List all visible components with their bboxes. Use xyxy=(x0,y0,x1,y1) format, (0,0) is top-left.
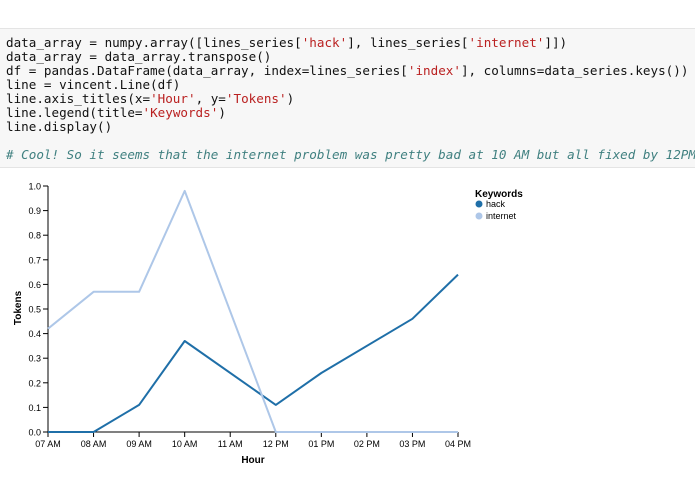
y-axis: 0.0 0.1 0.2 0.3 0.4 0.5 0.6 0.7 0.8 0.9 1.0 xyxy=(28,182,49,438)
y-tick-label: 0.6 xyxy=(28,280,41,290)
x-tick-label: 01 PM xyxy=(308,439,334,449)
x-tick-label: 03 PM xyxy=(399,439,425,449)
y-tick-label: 0.0 xyxy=(28,428,41,438)
y-tick-label: 0.5 xyxy=(28,305,41,315)
y-tick-label: 1.0 xyxy=(28,182,41,192)
legend-swatch xyxy=(475,212,483,220)
x-tick-label: 04 PM xyxy=(445,439,471,449)
x-axis: 07 AM 08 AM 09 AM 10 AM 11 AM 12 PM 01 PM 02 PM… xyxy=(35,431,471,449)
x-tick-label: 08 AM xyxy=(81,439,107,449)
y-tick-label: 0.7 xyxy=(28,255,41,265)
y-tick-label: 0.8 xyxy=(28,231,41,241)
legend: Keywords hack internet xyxy=(475,189,523,221)
x-tick-label: 11 AM xyxy=(218,439,243,449)
x-tick-label: 02 PM xyxy=(354,439,380,449)
code-line: data_array = numpy.array([lines_series['… xyxy=(6,35,568,50)
y-tick-label: 0.3 xyxy=(28,354,41,364)
y-axis-title: Tokens xyxy=(13,290,24,325)
legend-title: Keywords xyxy=(475,189,523,200)
y-tick-label: 0.9 xyxy=(28,206,41,216)
code-line: line.axis_titles(x='Hour', y='Tokens') xyxy=(6,91,295,106)
series-line-internet xyxy=(47,189,458,433)
legend-swatch xyxy=(475,200,483,208)
code-editor[interactable]: data_array = numpy.array([lines_series['… xyxy=(6,36,695,162)
series-line-hack xyxy=(48,273,459,433)
legend-label: hack xyxy=(486,199,506,209)
code-line: data_array = data_array.transpose() xyxy=(6,49,272,64)
series-layer xyxy=(47,189,459,433)
code-line: df = pandas.DataFrame(data_array, index=… xyxy=(6,63,689,78)
y-tick-label: 0.1 xyxy=(28,403,41,413)
line-chart: 0.00.10.20.30.40.50.60.70.80.91.0 07 AM 0… xyxy=(13,182,523,467)
code-line: line.display() xyxy=(6,119,113,134)
code-line: line = vincent.Line(df) xyxy=(6,77,181,92)
x-tick-label: 10 AM xyxy=(172,439,198,449)
x-tick-label: 09 AM xyxy=(126,439,152,449)
y-tick-label: 0.2 xyxy=(28,378,41,388)
code-comment: # Cool! So it seems that the internet pr… xyxy=(6,147,695,162)
x-axis-title: Hour xyxy=(241,455,264,466)
x-tick-label: 12 PM xyxy=(263,439,289,449)
legend-label: internet xyxy=(486,211,517,221)
y-tick-label: 0.4 xyxy=(28,329,41,339)
x-tick-label: 07 AM xyxy=(35,439,61,449)
code-cell[interactable]: data_array = numpy.array([lines_series['… xyxy=(0,28,695,168)
blank-line xyxy=(6,134,695,148)
code-line: line.legend(title='Keywords') xyxy=(6,105,226,120)
